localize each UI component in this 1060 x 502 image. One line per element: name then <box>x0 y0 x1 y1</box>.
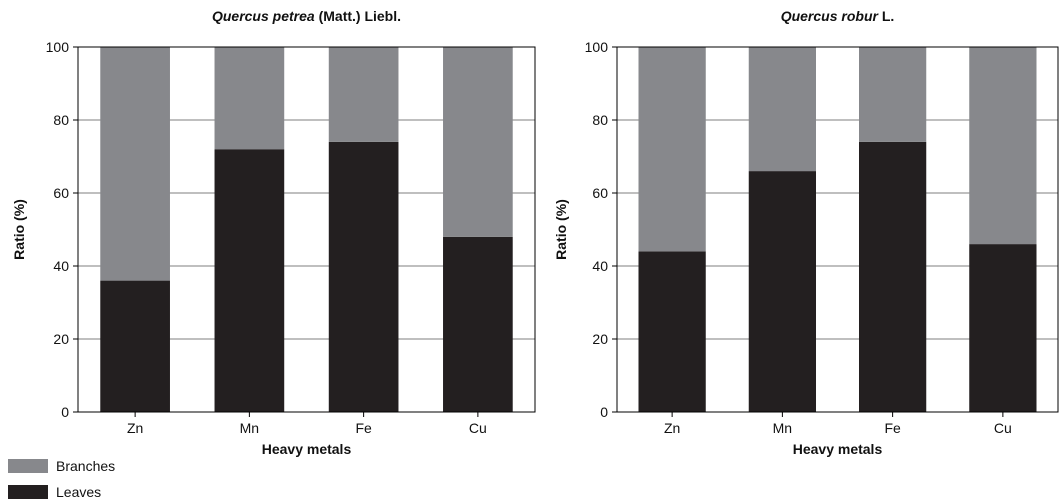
x-tick-label: Cu <box>469 420 487 436</box>
x-tick-label: Fe <box>884 420 901 436</box>
bar-leaves-fe <box>858 141 927 412</box>
chart-panel-1: 0 20 40 60 80 100 Zn Mn Fe Cu Quercus petrea (Matt… <box>11 8 536 457</box>
bar-leaves-fe <box>328 141 399 412</box>
bar-leaves-zn <box>100 280 170 412</box>
y-tick-label: 40 <box>592 258 608 274</box>
plot-frame <box>77 46 536 413</box>
bar-leaves-cu <box>443 236 513 412</box>
y-tick-label: 80 <box>592 112 608 128</box>
bar-branches-fe <box>858 47 927 142</box>
y-tick-label: 60 <box>592 185 608 201</box>
legend: Branches Leaves <box>8 458 115 500</box>
legend-swatch-branches <box>8 459 48 473</box>
bar-leaves-mn <box>748 171 817 412</box>
y-axis-label: Ratio (%) <box>11 199 27 260</box>
y-tick-label: 40 <box>53 258 69 274</box>
x-tick-label: Fe <box>355 420 372 436</box>
bar-leaves-mn <box>214 149 285 412</box>
bar-branches-zn <box>638 47 706 252</box>
bar-branches-zn <box>100 47 170 281</box>
chart-panel-2: 0 20 40 60 80 100 Zn Mn Fe Cu Quercus robur L. Heav… <box>553 8 1059 457</box>
y-tick-label: 20 <box>592 331 608 347</box>
y-tick-label: 60 <box>53 185 69 201</box>
y-tick-label: 80 <box>53 112 69 128</box>
legend-label-branches: Branches <box>56 458 115 474</box>
chart-title-species: Quercus robur <box>781 8 880 24</box>
bar-branches-cu <box>969 47 1037 245</box>
x-tick-label: Mn <box>773 420 792 436</box>
y-tick-label: 20 <box>53 331 69 347</box>
x-axis-label: Heavy metals <box>262 441 352 457</box>
bar-branches-mn <box>214 47 285 150</box>
chart-title: Quercus petrea (Matt.) Liebl. <box>212 8 401 24</box>
plot-frame <box>616 46 1059 413</box>
chart-title-authority: L. <box>878 8 894 24</box>
bar-leaves-zn <box>638 251 706 412</box>
x-axis-label: Heavy metals <box>793 441 883 457</box>
bar-leaves-cu <box>969 244 1037 412</box>
y-axis-label: Ratio (%) <box>553 199 569 260</box>
chart-title-species: Quercus petrea <box>212 8 315 24</box>
y-tick-label: 0 <box>61 404 69 420</box>
bar-branches-fe <box>328 47 399 142</box>
legend-label-leaves: Leaves <box>56 484 101 500</box>
chart-title: Quercus robur L. <box>781 8 895 24</box>
x-tick-label: Mn <box>240 420 259 436</box>
y-tick-label: 0 <box>600 404 608 420</box>
x-tick-label: Cu <box>994 420 1012 436</box>
x-tick-label: Zn <box>664 420 680 436</box>
bar-branches-mn <box>748 47 817 172</box>
x-tick-label: Zn <box>127 420 143 436</box>
y-tick-label: 100 <box>585 39 609 55</box>
bar-branches-cu <box>443 47 513 237</box>
legend-swatch-leaves <box>8 485 48 499</box>
chart-title-authority: (Matt.) Liebl. <box>315 8 401 24</box>
y-tick-label: 100 <box>46 39 70 55</box>
